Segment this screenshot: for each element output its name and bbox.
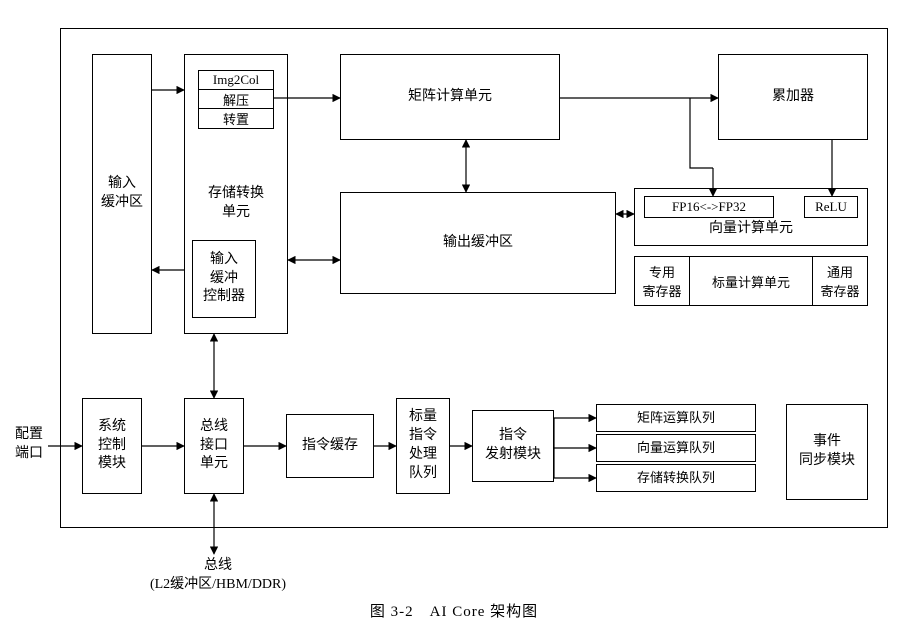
label-bus: 总线(L2缓冲区/HBM/DDR) [118, 557, 318, 595]
text-output-buffer: 输出缓冲区 [443, 234, 513, 253]
text-accumulator: 累加器 [772, 88, 814, 107]
block-sc-stack: Img2Col 解压 转置 [198, 70, 274, 129]
text-storage-convert: 存储转换单元 [208, 185, 264, 223]
block-gen-reg: 通用寄存器 [812, 256, 868, 306]
cell-img2col: Img2Col [199, 71, 273, 90]
text-ibuf-ctrl: 输入缓冲控制器 [203, 251, 245, 308]
text-config-port-l1: 配置端口 [15, 427, 43, 461]
block-bus-if: 总线接口单元 [184, 398, 244, 494]
cell-decomp: 解压 [199, 90, 273, 109]
text-vector-unit: 向量计算单元 [709, 220, 793, 239]
text-input-buffer: 输入缓冲区 [101, 175, 143, 213]
cell-transpose: 转置 [199, 109, 273, 128]
block-matrix-q: 矩阵运算队列 [596, 404, 756, 432]
block-sys-ctrl: 系统控制模块 [82, 398, 142, 494]
block-dispatch: 指令发射模块 [472, 410, 554, 482]
diagram-canvas: 配置端口 输入缓冲区 存储转换单元 Img2Col 解压 转置 输入缓冲控制器 … [0, 0, 908, 631]
block-ibuf-ctrl: 输入缓冲控制器 [192, 240, 256, 318]
block-vector-q: 向量运算队列 [596, 434, 756, 462]
figure-caption: 图 3-2 AI Core 架构图 [0, 602, 908, 622]
text-bus: 总线(L2缓冲区/HBM/DDR) [150, 558, 286, 592]
block-event-sync: 事件同步模块 [786, 404, 868, 500]
block-input-buffer: 输入缓冲区 [92, 54, 152, 334]
block-scalar-inst-q: 标量指令处理队列 [396, 398, 450, 494]
block-relu: ReLU [804, 196, 858, 218]
block-output-buffer: 输出缓冲区 [340, 192, 616, 294]
block-scalar-unit: 标量计算单元 [690, 256, 812, 306]
block-scalar-row: 专用寄存器 标量计算单元 通用寄存器 [634, 256, 868, 306]
block-fp16-32: FP16<->FP32 [644, 196, 774, 218]
label-config-port: 配置端口 [8, 426, 50, 464]
block-accumulator: 累加器 [718, 54, 868, 140]
block-inst-cache: 指令缓存 [286, 414, 374, 478]
block-store-q: 存储转换队列 [596, 464, 756, 492]
text-caption: 图 3-2 AI Core 架构图 [370, 604, 538, 620]
block-matrix: 矩阵计算单元 [340, 54, 560, 140]
block-spec-reg: 专用寄存器 [634, 256, 690, 306]
text-matrix: 矩阵计算单元 [408, 88, 492, 107]
